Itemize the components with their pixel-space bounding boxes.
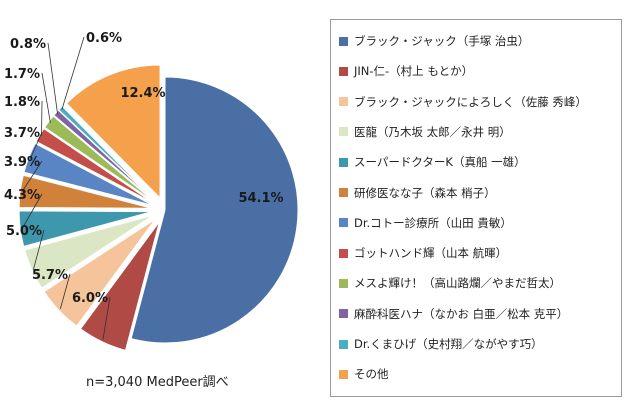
legend-label: ゴットハンド輝（山本 航暉） [354, 246, 508, 261]
data-label: 5.7% [32, 268, 68, 283]
sample-size-note: n=3,040 MedPeer調べ [86, 375, 229, 390]
legend-item: Dr.コトー診療所（山田 貴敏） [339, 214, 512, 232]
leader-line [21, 193, 43, 229]
legend-label: 医龍（乃木坂 太郎／永井 明） [354, 124, 511, 139]
legend-item: ゴットハンド輝（山本 航暉） [339, 244, 507, 262]
legend-label: メスよ輝け！（高山路爛／やまだ哲太） [354, 276, 561, 291]
data-label: 4.3% [4, 188, 40, 203]
data-label: 12.4% [120, 86, 165, 101]
legend-item: その他 [339, 365, 389, 383]
pie-slice [58, 105, 157, 202]
leader-line [61, 36, 85, 110]
data-label: 0.6% [86, 31, 122, 46]
legend-item: メスよ輝け！（高山路爛／やまだ哲太） [339, 274, 561, 292]
pie-slice [130, 76, 299, 344]
leader-line [33, 229, 45, 269]
leader-line [47, 42, 58, 115]
legend-item: 医龍（乃木坂 太郎／永井 明） [339, 123, 511, 141]
legend-swatch [339, 339, 348, 349]
pie-slice [43, 115, 155, 203]
legend-item: ブラック・ジャック（手塚 治虫） [339, 32, 529, 50]
legend-label: ブラック・ジャックによろしく（佐藤 秀峰） [354, 94, 587, 109]
legend-swatch [339, 278, 348, 288]
legend-item: 研修医なな子（森本 梢子） [339, 184, 496, 202]
pie-slice [65, 64, 161, 200]
pie-chart: 54.1% 6.0% 5.7% 5.0% 4.3% 3.9% 3.7% 1.8% 1.7% 0.8… [4, 31, 299, 351]
leader-line [30, 131, 43, 159]
legend: ブラック・ジャック（手塚 治虫） JIN-仁-（村上 もとか） ブラック・ジャックに… [330, 19, 622, 397]
data-label: 1.7% [4, 67, 40, 82]
legend-swatch [339, 97, 348, 107]
data-label: 54.1% [238, 191, 283, 206]
legend-swatch [339, 369, 348, 379]
legend-item: 麻酔科医ハナ（なかお 白亜／松本 克平） [339, 305, 568, 323]
legend-label: その他 [354, 367, 389, 382]
data-label: 1.8% [4, 95, 40, 110]
pie-slice [18, 174, 153, 209]
leader-line [41, 72, 51, 123]
pie-slice [53, 109, 156, 202]
data-label: 6.0% [72, 291, 108, 306]
legend-swatch [339, 127, 348, 137]
pie-slice [18, 210, 153, 247]
data-label: 3.9% [4, 155, 40, 170]
pie-slice [43, 218, 156, 327]
legend-label: 麻酔科医ハナ（なかお 白亜／松本 克平） [354, 306, 569, 321]
legend-swatch [339, 36, 348, 46]
legend-label: Dr.くまひげ（史村翔／ながやす巧） [354, 337, 543, 351]
legend-label: ブラック・ジャック（手塚 治虫） [354, 34, 530, 48]
pie-slice [79, 221, 160, 351]
legend-swatch [339, 218, 348, 228]
legend-item: Dr.くまひげ（史村翔／ながやす巧） [339, 335, 543, 353]
leader-line [102, 296, 111, 340]
legend-swatch [339, 248, 348, 258]
data-label: 0.8% [10, 37, 46, 52]
pie-slice [23, 142, 154, 206]
legend-swatch [339, 309, 348, 319]
legend-item: JIN-仁-（村上 もとか） [339, 62, 473, 80]
leader-line [59, 273, 71, 310]
pie-slice [35, 127, 155, 204]
pie-slice [24, 214, 154, 289]
legend-label: Dr.コトー診療所（山田 貴敏） [354, 215, 512, 230]
legend-item: スーパードクターK（真船 一雄） [339, 153, 526, 171]
leader-line [21, 160, 43, 192]
legend-label: 研修医なな子（森本 梢子） [354, 185, 496, 200]
data-label: 5.0% [6, 224, 42, 239]
legend-swatch [339, 66, 348, 76]
legend-label: スーパードクターK（真船 一雄） [354, 155, 526, 170]
data-label: 3.7% [4, 126, 40, 141]
legend-swatch [339, 157, 348, 167]
legend-swatch [339, 188, 348, 197]
legend-item: ブラック・ジャックによろしく（佐藤 秀峰） [339, 93, 587, 111]
legend-label: JIN-仁-（村上 もとか） [354, 64, 474, 79]
